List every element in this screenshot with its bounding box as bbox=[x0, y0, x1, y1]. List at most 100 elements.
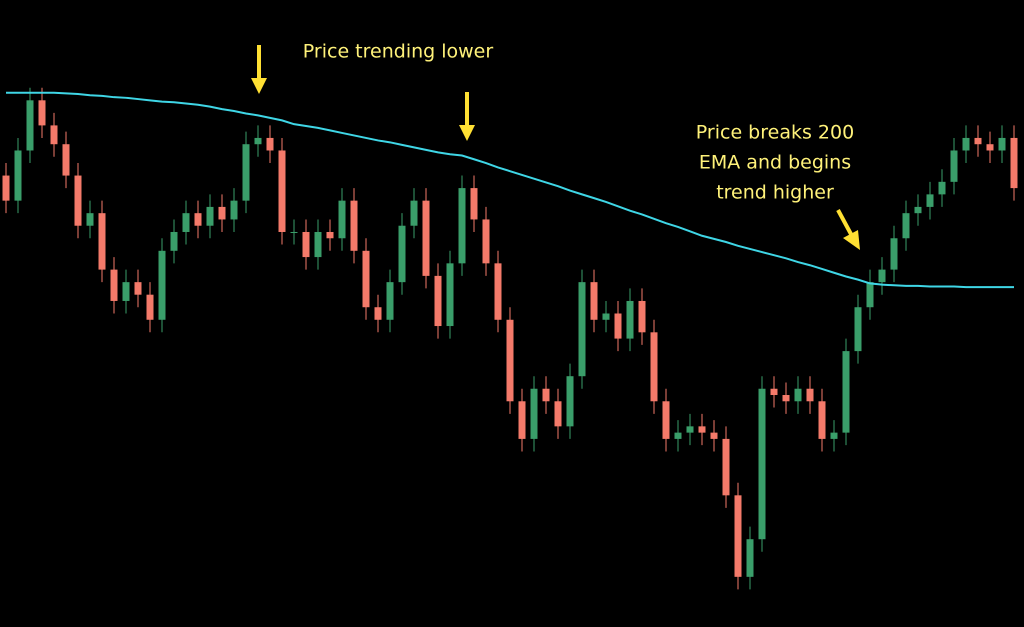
annotation: trend higher bbox=[716, 182, 834, 204]
candle-body bbox=[410, 200, 418, 226]
candle-body bbox=[722, 438, 730, 496]
candle-body bbox=[974, 137, 982, 145]
candle-body bbox=[134, 282, 142, 295]
candle-body bbox=[818, 401, 826, 439]
candle-body bbox=[698, 426, 706, 433]
candle-body bbox=[206, 206, 214, 226]
candle-body bbox=[914, 206, 922, 214]
arrow-head bbox=[459, 125, 475, 141]
candle-body bbox=[290, 231, 298, 233]
candle-body bbox=[566, 376, 574, 427]
candle-body bbox=[326, 231, 334, 239]
candle-body bbox=[530, 388, 538, 439]
annotation: Price breaks 200 bbox=[696, 122, 854, 144]
arrow-shaft bbox=[836, 209, 854, 237]
candle-body bbox=[434, 275, 442, 327]
candle-body bbox=[302, 231, 310, 258]
candle-body bbox=[626, 300, 634, 339]
candle-body bbox=[806, 388, 814, 402]
candle-body bbox=[86, 213, 94, 226]
candle-body bbox=[950, 150, 958, 182]
candle-body bbox=[962, 137, 970, 151]
candle-body bbox=[62, 144, 70, 176]
candle-body bbox=[422, 200, 430, 276]
candle-body bbox=[338, 200, 346, 239]
candle-body bbox=[170, 231, 178, 251]
candle-body bbox=[398, 225, 406, 283]
ema-line bbox=[6, 91, 1014, 289]
candle-body bbox=[254, 137, 262, 145]
candle-body bbox=[98, 213, 106, 270]
candle-body bbox=[986, 144, 994, 151]
candle-body bbox=[794, 388, 802, 402]
candle-body bbox=[1010, 137, 1018, 189]
candle-body bbox=[662, 401, 670, 439]
candle-body bbox=[314, 231, 322, 258]
candle-body bbox=[158, 250, 166, 320]
arrow bbox=[836, 209, 860, 250]
candle-body bbox=[782, 395, 790, 402]
candle-body bbox=[470, 188, 478, 220]
candle-body bbox=[878, 269, 886, 283]
arrow bbox=[459, 92, 475, 141]
candle-body bbox=[674, 432, 682, 439]
candle-body bbox=[362, 250, 370, 308]
candle-body bbox=[122, 282, 130, 301]
arrow-head bbox=[251, 78, 267, 94]
candle-body bbox=[14, 150, 22, 201]
candle-body bbox=[38, 100, 46, 126]
candle-body bbox=[614, 313, 622, 339]
candle-body bbox=[998, 137, 1006, 151]
candle-body bbox=[26, 100, 34, 151]
candle-body bbox=[902, 213, 910, 239]
candle-body bbox=[446, 263, 454, 327]
candle-body bbox=[506, 319, 514, 402]
candle-body bbox=[50, 125, 58, 145]
candle-body bbox=[866, 282, 874, 308]
candle-body bbox=[518, 401, 526, 439]
plot bbox=[2, 87, 1018, 590]
candle-body bbox=[554, 401, 562, 427]
candle-body bbox=[830, 432, 838, 439]
candle-body bbox=[182, 213, 190, 232]
candle-body bbox=[218, 206, 226, 220]
candle-body bbox=[686, 426, 694, 433]
candle-body bbox=[2, 175, 10, 201]
candle-body bbox=[386, 282, 394, 320]
candle-body bbox=[758, 388, 766, 540]
candle-body bbox=[650, 332, 658, 402]
candle-body bbox=[746, 539, 754, 577]
annotation: Price trending lower bbox=[303, 41, 494, 63]
arrow bbox=[251, 45, 267, 94]
candle-body bbox=[734, 495, 742, 577]
candle-body bbox=[602, 313, 610, 320]
candle-body bbox=[938, 181, 946, 195]
candle-body bbox=[710, 432, 718, 439]
candle-body bbox=[110, 269, 118, 301]
candle-body bbox=[638, 300, 646, 333]
candle-body bbox=[854, 307, 862, 352]
candle-body bbox=[542, 388, 550, 402]
candle-body bbox=[926, 194, 934, 207]
annotation: EMA and begins bbox=[699, 152, 851, 174]
candle-body bbox=[458, 188, 466, 264]
candle-body bbox=[230, 200, 238, 220]
candle-body bbox=[374, 307, 382, 320]
candle-body bbox=[74, 175, 82, 226]
arrow-head bbox=[843, 230, 860, 250]
candle-body bbox=[770, 388, 778, 396]
candle-body bbox=[146, 294, 154, 320]
candle-body bbox=[278, 150, 286, 232]
candle-body bbox=[482, 219, 490, 264]
candle-body bbox=[842, 351, 850, 433]
candle-body bbox=[194, 213, 202, 226]
candle-body bbox=[590, 282, 598, 320]
candle-body bbox=[266, 137, 274, 151]
candle-body bbox=[494, 263, 502, 320]
candle-body bbox=[890, 238, 898, 270]
candle-body bbox=[578, 282, 586, 377]
candle-body bbox=[242, 144, 250, 201]
candle-body bbox=[350, 200, 358, 251]
